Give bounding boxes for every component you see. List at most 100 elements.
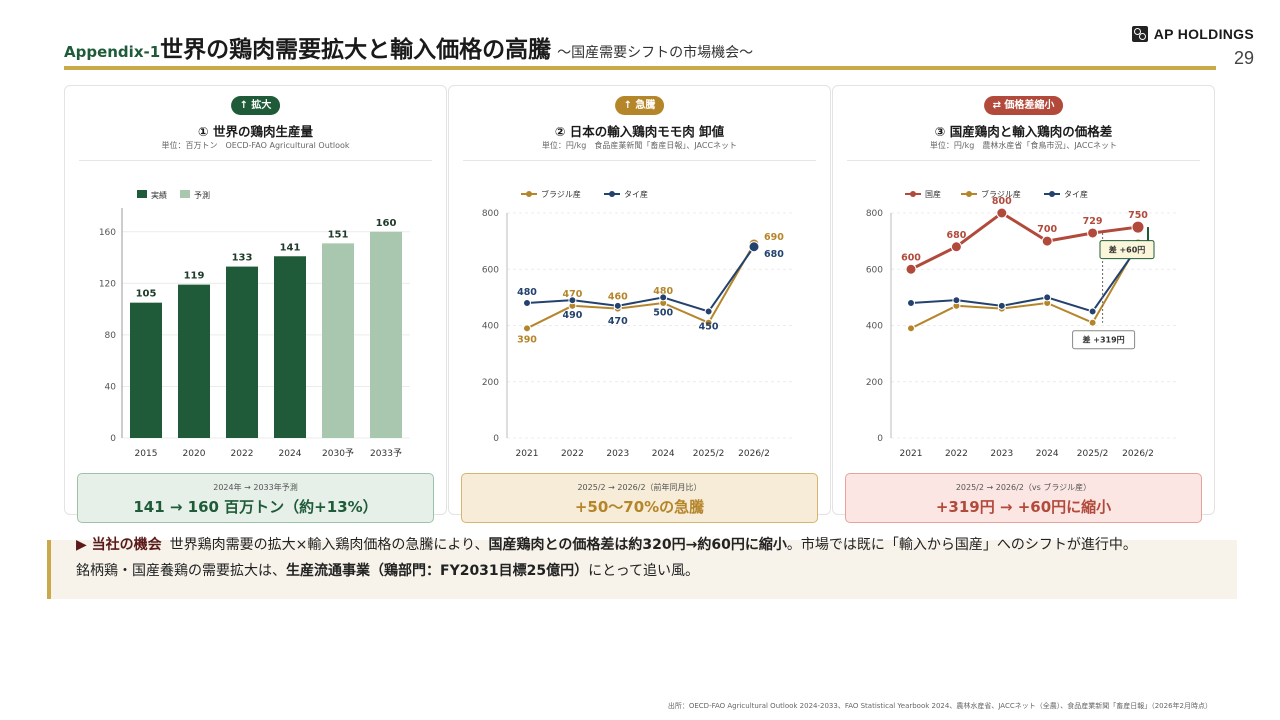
summary-label: 2024年 → 2033年予測 xyxy=(213,483,298,492)
trend-badge: ↑ 拡大 xyxy=(230,96,281,115)
summary-label: 2025/2 → 2026/2（前年同月比） xyxy=(577,483,702,492)
y-tick-label: 200 xyxy=(482,378,499,388)
title-row: Appendix-1世界の鶏肉需要拡大と輸入価格の高騰 〜国産需要シフトの市場機会… xyxy=(64,30,753,64)
data-point xyxy=(1131,220,1145,234)
data-label: 450 xyxy=(699,321,719,332)
y-tick-label: 400 xyxy=(866,322,883,332)
bar xyxy=(226,266,258,438)
series-line xyxy=(526,243,755,330)
data-label: 729 xyxy=(1083,216,1103,227)
x-tick-label: 2024 xyxy=(1036,449,1059,459)
x-tick-label: 2025/2 xyxy=(693,449,725,459)
x-tick-label: 2015 xyxy=(135,449,158,459)
bar xyxy=(130,302,162,438)
y-tick-label: 800 xyxy=(866,209,883,219)
page-number: 29 xyxy=(1233,48,1254,68)
data-point xyxy=(613,301,622,310)
logo-text: AP HOLDINGS xyxy=(1153,26,1254,42)
summary-value: 141 → 160 百万トン（約+13%） xyxy=(133,498,378,516)
opportunity-text-1: 世界鶏肉需要の拡大×輸入鶏肉価格の急騰により、 xyxy=(169,537,489,553)
data-point xyxy=(997,301,1006,310)
bar xyxy=(322,243,354,438)
data-point xyxy=(1088,318,1097,327)
data-label: 690 xyxy=(764,232,784,243)
data-point xyxy=(1088,307,1097,316)
x-tick-label: 2021 xyxy=(900,449,923,459)
summary-value: +319円 → +60円に縮小 xyxy=(935,498,1112,516)
header-rule xyxy=(64,66,1216,70)
opportunity-callout: ▶ 当社の機会 世界鶏肉需要の拡大×輸入鶏肉価格の急騰により、国産鶏肉との価格差は… xyxy=(47,537,1237,599)
series-line xyxy=(910,246,1139,313)
data-label: 151 xyxy=(328,229,349,240)
y-tick-label: 40 xyxy=(105,382,117,392)
data-point xyxy=(659,293,668,302)
x-tick-label: 2022 xyxy=(945,449,968,459)
chart-panel-world-production: ↑ 拡大 ① 世界の鶏肉生産量 単位：百万トン OECD-FAO Agricul… xyxy=(64,85,447,515)
data-point xyxy=(996,207,1008,219)
x-tick-label: 2026/2 xyxy=(1122,449,1154,459)
legend-label: ブラジル産 xyxy=(541,189,581,199)
opportunity-highlight-2: 生産流通事業（鶏部門：FY2031目標25億円） xyxy=(286,563,589,579)
gap-callout-label: 差 +60円 xyxy=(1108,245,1146,255)
data-point xyxy=(523,299,531,307)
chart-unit: 単位：円/kg 農林水産省「食鳥市況」、JACCネット xyxy=(929,141,1118,150)
data-point xyxy=(748,241,760,253)
y-tick-label: 0 xyxy=(493,434,499,444)
summary-value: +50〜70%の急騰 xyxy=(574,498,705,516)
data-point xyxy=(907,299,915,307)
opportunity-highlight-1: 国産鶏肉との価格差は約320円→約60円に縮小 xyxy=(488,537,787,553)
chart-unit: 単位：円/kg 食品産業新聞「畜産日報」、JACCネット xyxy=(541,141,738,150)
data-label: 750 xyxy=(1128,210,1148,221)
x-tick-label: 2033予 xyxy=(370,448,402,459)
legend-marker xyxy=(526,191,532,197)
divider xyxy=(79,160,432,161)
opportunity-text-3: 銘柄鶏・国産養鶏の需要拡大は、 xyxy=(76,563,286,579)
y-tick-label: 800 xyxy=(482,209,499,219)
summary-box-price-gap: 2025/2 → 2026/2（vs ブラジル産） +319円 → +60円に縮… xyxy=(845,473,1202,523)
data-label: 490 xyxy=(562,310,582,321)
logo-mark-icon xyxy=(1131,26,1148,42)
data-point xyxy=(1041,235,1053,247)
data-point xyxy=(1087,227,1099,239)
opportunity-text-2: 。市場では既に「輸入から国産」へのシフトが進行中。 xyxy=(786,537,1137,553)
chart-panel-price-gap: ⇄ 価格差縮小 ③ 国産鶏肉と輸入鶏肉の価格差 単位：円/kg 農林水産省「食鳥… xyxy=(832,85,1215,515)
data-label: 460 xyxy=(608,292,628,303)
divider xyxy=(847,160,1200,161)
opportunity-heading: ▶ 当社の機会 xyxy=(76,537,162,553)
data-label: 480 xyxy=(517,287,537,298)
y-tick-label: 80 xyxy=(105,331,117,341)
source-note: 出所：OECD-FAO Agricultural Outlook 2024-20… xyxy=(667,702,1212,710)
y-tick-label: 0 xyxy=(110,434,116,444)
divider xyxy=(463,160,816,161)
summary-label: 2025/2 → 2026/2（vs ブラジル産） xyxy=(955,483,1092,492)
chart-plot-group: 0 200 400 600 800 2021 2022 2023 2024 2025/2 2026/… xyxy=(482,189,794,459)
data-label: 470 xyxy=(608,316,628,327)
y-tick-label: 0 xyxy=(877,434,883,444)
appendix-label: Appendix-1 xyxy=(64,43,161,61)
trend-badge: ⇄ 価格差縮小 xyxy=(983,96,1064,115)
x-tick-label: 2023 xyxy=(990,449,1013,459)
opportunity-text: ▶ 当社の機会 世界鶏肉需要の拡大×輸入鶏肉価格の急騰により、国産鶏肉との価格差は… xyxy=(76,532,1234,584)
x-tick-label: 2022 xyxy=(561,449,584,459)
x-tick-label: 2024 xyxy=(279,449,302,459)
chart-title: ② 日本の輸入鶏肉モモ肉 卸値 xyxy=(554,124,725,139)
chart-plot-group: 0 200 400 600 800 2021 2022 2023 2024 2025/2 2026/… xyxy=(866,189,1178,459)
trend-badge: ↑ 急騰 xyxy=(614,96,665,115)
data-label: 800 xyxy=(992,196,1012,207)
data-label: 470 xyxy=(562,289,582,300)
chart-plot-group: 0 40 80 120 160 実績 予測 105 2015 119 2020 133 2022 141 2… xyxy=(99,190,410,459)
data-label: 680 xyxy=(946,230,966,241)
data-label: 700 xyxy=(1037,224,1057,235)
legend-label: 実績 xyxy=(151,190,167,200)
legend-label: ブラジル産 xyxy=(981,189,1021,199)
chart-title: ③ 国産鶏肉と輸入鶏肉の価格差 xyxy=(934,124,1113,139)
data-point xyxy=(1043,293,1052,302)
bar xyxy=(370,231,402,438)
y-tick-label: 400 xyxy=(482,322,499,332)
line-chart: 0 200 400 600 800 2021 2022 2023 2024 2025/2 2026/… xyxy=(866,189,1178,459)
line-chart: 0 200 400 600 800 2021 2022 2023 2024 2025/2 2026/… xyxy=(482,189,794,459)
data-point xyxy=(907,324,915,333)
bar-chart: 0 40 80 120 160 実績 予測 105 2015 119 2020 133 2022 141 2… xyxy=(99,190,410,459)
gap-callout-box xyxy=(1072,330,1136,350)
page-title: 世界の鶏肉需要拡大と輸入価格の高騰 xyxy=(160,37,552,63)
